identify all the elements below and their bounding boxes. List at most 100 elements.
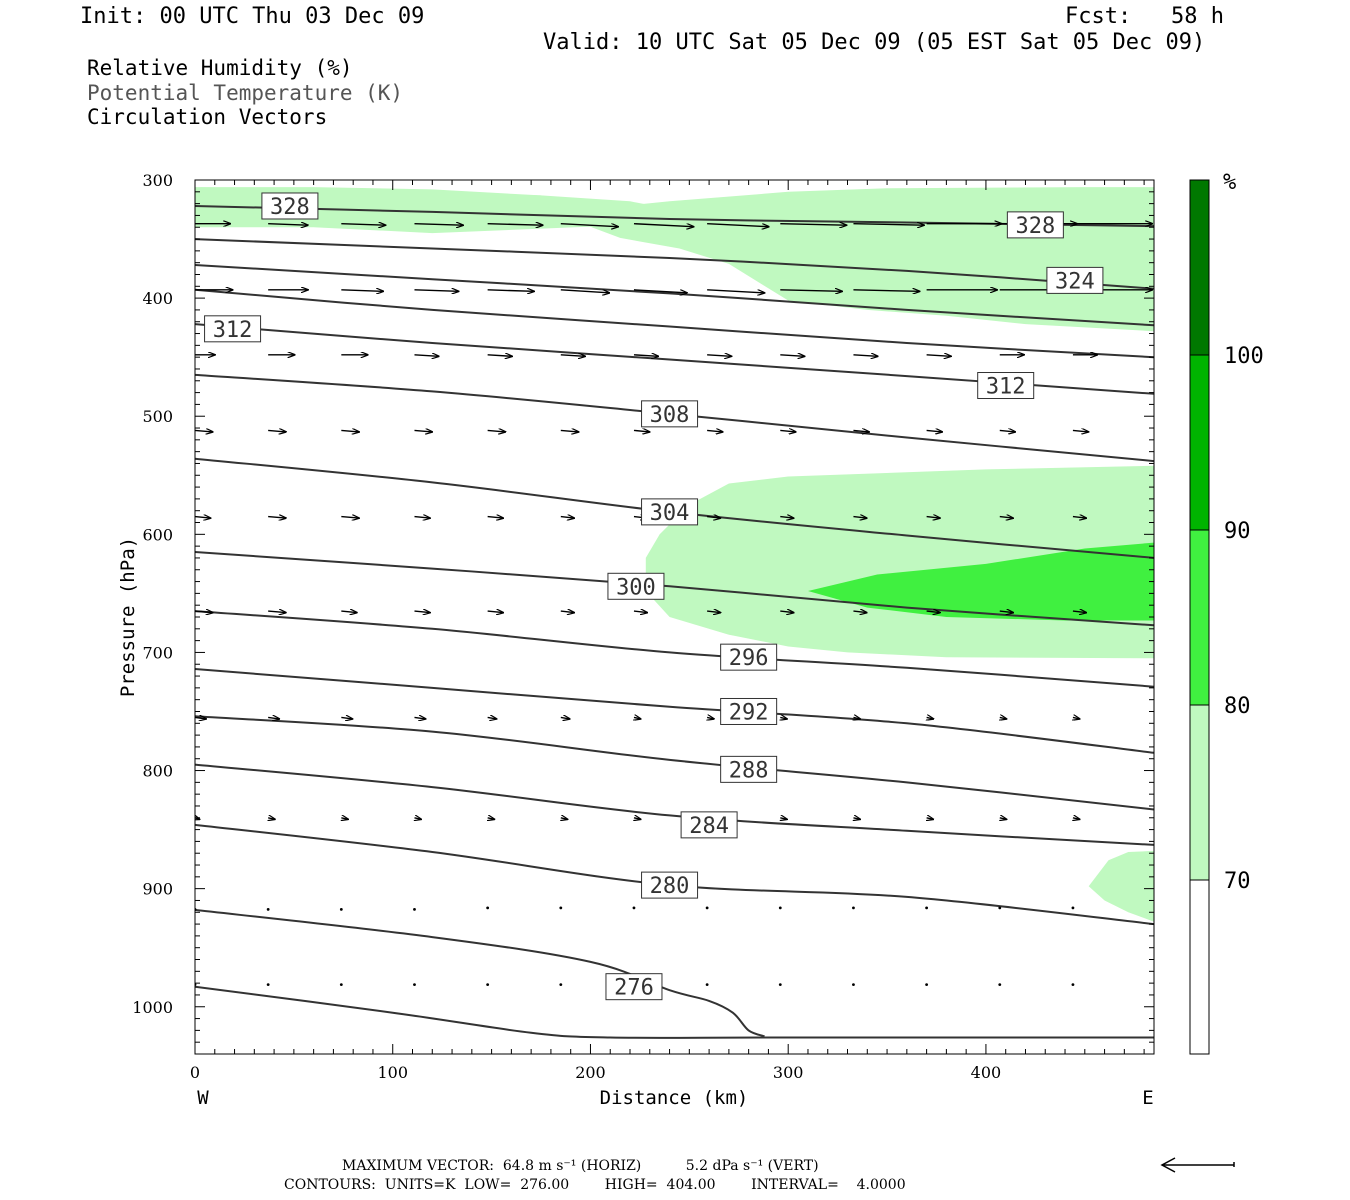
vector-1-8 (780, 290, 842, 292)
vector-0-6 (633, 223, 693, 227)
vector-1-6 (633, 289, 687, 293)
vector-3-0 (195, 430, 213, 432)
vector-8-6 (632, 906, 636, 910)
colorbar-label-100: 100 (1224, 344, 1264, 369)
y-tick-label: 700 (142, 643, 173, 662)
theta-contour-288 (195, 715, 1154, 811)
vector-5-12 (1072, 611, 1086, 613)
vector-5-3 (414, 611, 429, 613)
colorbar-segment-100 (1189, 179, 1210, 356)
rh-region-80-3 (808, 542, 1154, 621)
vector-4-1 (268, 517, 286, 519)
vector-0-3 (414, 224, 462, 226)
vector-9-8 (778, 983, 782, 987)
vector-5-1 (268, 611, 286, 613)
theta-contour-292 (195, 668, 1154, 754)
vector-6-4 (487, 717, 497, 719)
vector-6-10 (927, 717, 934, 719)
y-tick-label: 300 (142, 171, 173, 190)
vector-2-6 (633, 355, 658, 357)
contour-label-text: 296 (729, 646, 769, 671)
vector-4-12 (1072, 517, 1086, 519)
vector-7-9 (853, 818, 860, 820)
contour-label-box (720, 755, 778, 783)
vector-6-8 (780, 717, 787, 719)
theta-contour-316 (195, 288, 1154, 359)
rh-region-70-4 (1088, 850, 1154, 922)
vector-6-7 (707, 717, 714, 719)
colorbar-label-90: 90 (1224, 519, 1251, 544)
vector-1-9 (853, 290, 919, 292)
vector-1-3 (414, 290, 458, 292)
x-axis-east-label: E (1142, 1087, 1153, 1109)
vector-9-5 (559, 983, 563, 987)
contour-label-328-1: 328 (1006, 211, 1064, 239)
x-axis-title: Distance (km) (600, 1087, 749, 1109)
vector-4-7 (707, 517, 720, 519)
vector-7-5 (561, 818, 568, 820)
vector-7-8 (780, 818, 787, 820)
contour-label-box (641, 498, 699, 526)
contour-label-284-0: 284 (680, 811, 738, 839)
vector-0-4 (487, 224, 543, 226)
vector-0-7 (707, 223, 769, 227)
y-tick-label: 600 (142, 525, 173, 544)
vector-7-2 (341, 818, 348, 820)
vector-6-6 (634, 717, 641, 719)
contour-label-280-0: 280 (641, 871, 699, 899)
contour-label-text: 284 (689, 814, 729, 839)
x-axis-west-label: W (197, 1087, 209, 1109)
contour-label-box (605, 973, 663, 1001)
vector-6-3 (414, 717, 425, 719)
contour-label-box (720, 697, 778, 725)
vector-8-8 (778, 906, 782, 910)
colorbar-segment-90 (1189, 354, 1210, 531)
vector-8-7 (705, 906, 709, 910)
legend-theta: Potential Temperature (K) (87, 81, 404, 105)
vector-8-3 (413, 907, 416, 911)
contour-label-312-1: 312 (977, 372, 1035, 400)
vector-2-7 (707, 355, 731, 357)
vector-5-2 (341, 611, 356, 613)
vector-4-2 (341, 517, 359, 519)
vector-2-10 (926, 355, 951, 357)
contour-label-text: 304 (650, 501, 690, 526)
contour-label-text: 300 (616, 575, 656, 600)
vector-9-11 (998, 983, 1002, 987)
y-tick-label: 400 (142, 289, 173, 308)
x-tick-label: 100 (377, 1063, 408, 1082)
x-tick-label: 300 (773, 1063, 804, 1082)
vector-0-1 (268, 224, 308, 226)
contour-label-292-0: 292 (720, 697, 778, 725)
vector-4-10 (926, 517, 940, 519)
contour-label-text: 328 (270, 195, 310, 220)
theta-contour-296 (195, 610, 1154, 688)
vector-7-10 (927, 818, 934, 820)
vector-9-2 (339, 983, 343, 987)
theta-contour-320 (195, 264, 1154, 327)
vector-9-12 (1071, 983, 1075, 987)
vector-4-5 (560, 517, 574, 519)
contour-label-text: 280 (650, 874, 690, 899)
rh-region-70-1 (195, 187, 719, 234)
vector-2-4 (487, 355, 512, 357)
contour-label-text: 324 (1055, 269, 1095, 294)
vector-9-10 (925, 983, 929, 987)
colorbar: 70 80 90 100% (1189, 170, 1264, 1055)
vector-4-0 (195, 517, 210, 519)
vector-4-3 (414, 517, 429, 519)
colorbar-segment-70 (1189, 704, 1210, 881)
contour-label-text: 312 (986, 375, 1026, 400)
vector-7-6 (634, 818, 641, 820)
theta-contour-300 (195, 551, 1154, 627)
valid-time: Valid: 10 UTC Sat 05 Dec 09 (05 EST Sat … (543, 30, 1206, 55)
contour-label-328-0: 328 (261, 192, 319, 220)
vector-8-1 (266, 907, 270, 911)
vector-6-1 (268, 717, 279, 719)
vector-5-5 (560, 611, 574, 613)
vector-5-9 (853, 611, 866, 613)
contour-label-box (204, 315, 262, 343)
vector-1-7 (707, 289, 764, 293)
vector-0-2 (341, 224, 385, 226)
